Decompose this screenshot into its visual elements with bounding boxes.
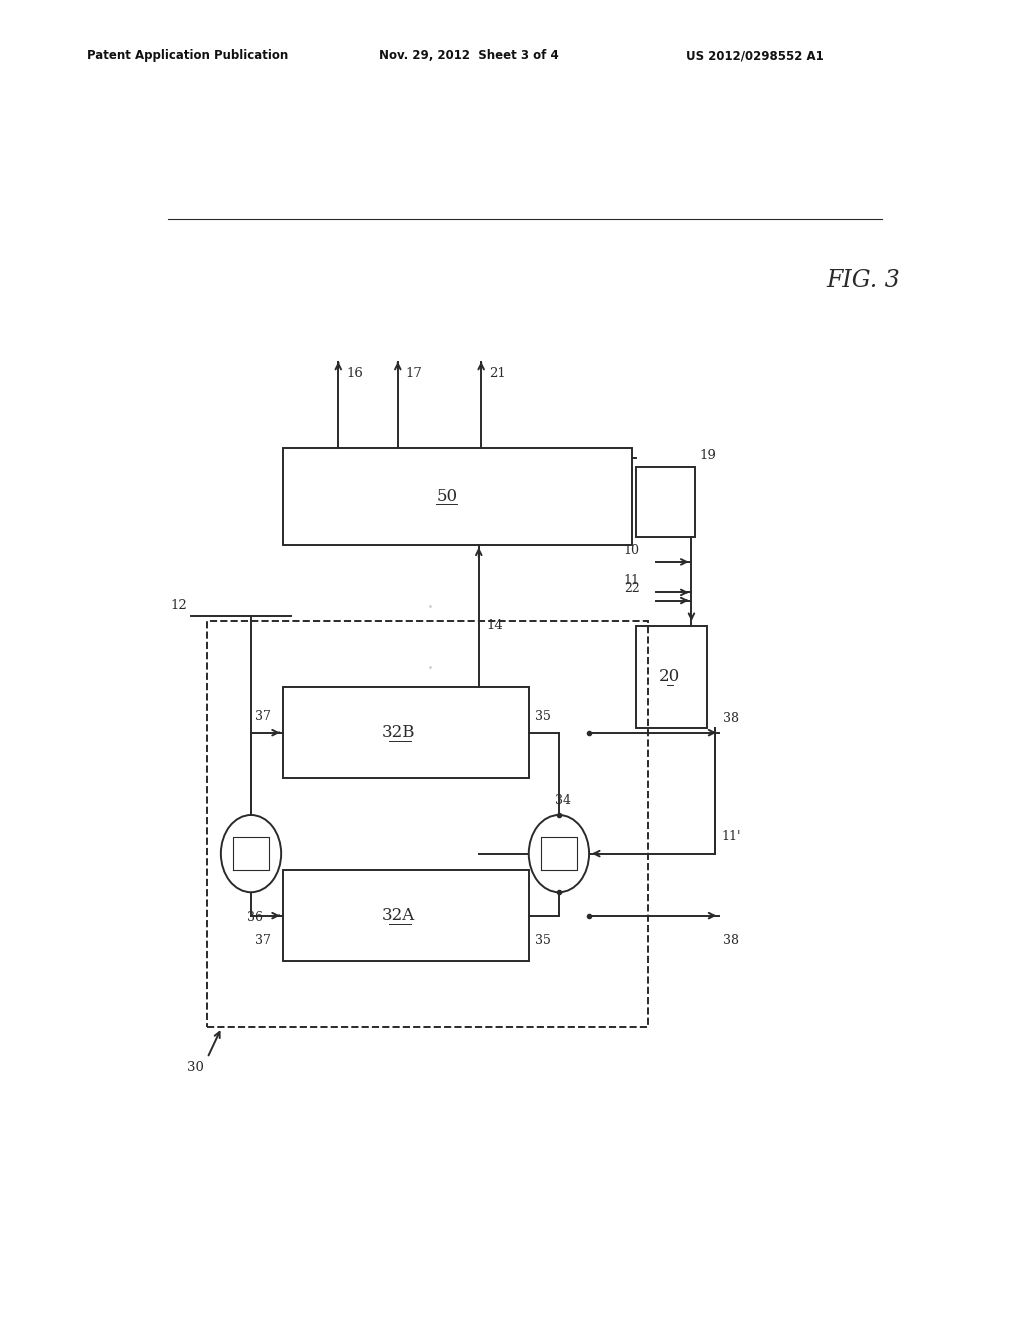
Text: 36: 36 xyxy=(247,911,263,924)
Text: FIG. 3: FIG. 3 xyxy=(826,269,900,292)
Text: 32B: 32B xyxy=(382,725,415,741)
Bar xyxy=(636,626,708,727)
Text: 30: 30 xyxy=(187,1061,204,1074)
Text: 17: 17 xyxy=(406,367,423,380)
Text: 34: 34 xyxy=(555,793,571,807)
Text: 19: 19 xyxy=(699,449,716,462)
Text: 22: 22 xyxy=(624,582,640,595)
Text: 37: 37 xyxy=(255,935,271,946)
Text: Nov. 29, 2012  Sheet 3 of 4: Nov. 29, 2012 Sheet 3 of 4 xyxy=(379,49,559,62)
Text: 11': 11' xyxy=(722,830,741,843)
Text: 35: 35 xyxy=(536,935,551,946)
Text: 37: 37 xyxy=(255,710,271,722)
Text: 21: 21 xyxy=(489,367,506,380)
Bar xyxy=(283,686,528,779)
Text: 50: 50 xyxy=(436,488,458,504)
Text: 38: 38 xyxy=(723,935,739,946)
Bar xyxy=(283,870,528,961)
Text: 16: 16 xyxy=(346,367,364,380)
Bar xyxy=(207,620,648,1027)
Text: 38: 38 xyxy=(723,711,739,725)
Circle shape xyxy=(528,814,589,892)
Text: 32A: 32A xyxy=(382,907,415,924)
Text: Patent Application Publication: Patent Application Publication xyxy=(87,49,289,62)
Text: 10: 10 xyxy=(624,544,640,557)
Circle shape xyxy=(221,814,282,892)
Text: 12: 12 xyxy=(171,599,187,612)
Text: 14: 14 xyxy=(486,619,504,632)
Text: 11: 11 xyxy=(624,574,640,587)
Text: US 2012/0298552 A1: US 2012/0298552 A1 xyxy=(686,49,824,62)
Text: 20: 20 xyxy=(658,668,680,685)
Text: 35: 35 xyxy=(536,710,551,722)
Bar xyxy=(283,447,632,545)
Bar xyxy=(636,467,695,536)
